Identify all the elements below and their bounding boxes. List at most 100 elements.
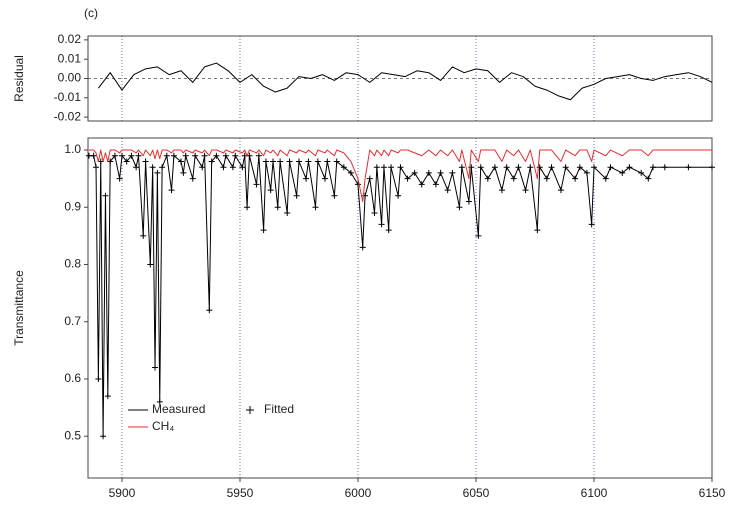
fitted-marker <box>277 158 284 165</box>
fitted-marker <box>206 307 213 314</box>
x-tick-label: 5950 <box>227 486 254 500</box>
fitted-marker <box>100 433 107 440</box>
fitted-marker <box>140 232 147 239</box>
fitted-marker <box>262 158 269 165</box>
fitted-marker <box>562 164 569 171</box>
fitted-marker <box>515 164 522 171</box>
fitted-marker <box>303 175 310 182</box>
y-tick-label: 0.6 <box>64 371 81 385</box>
fitted-marker <box>267 187 274 194</box>
fitted-marker <box>527 164 534 171</box>
fitted-marker <box>333 158 340 165</box>
x-tick-label: 6150 <box>699 486 726 500</box>
x-tick-label: 6000 <box>345 486 372 500</box>
fitted-marker <box>373 164 380 171</box>
fitted-marker <box>534 227 541 234</box>
fitted-marker <box>95 375 102 382</box>
legend-marker <box>246 406 254 414</box>
fitted-marker <box>491 164 498 171</box>
fitted-marker <box>182 152 189 159</box>
fitted-marker <box>116 175 123 182</box>
fitted-marker <box>590 164 597 171</box>
fitted-marker <box>638 169 645 176</box>
fitted-marker <box>385 227 392 234</box>
y-tick-label: -0.02 <box>54 109 82 123</box>
fitted-marker <box>295 158 302 165</box>
fitted-marker <box>156 398 163 405</box>
x-tick-label: 5900 <box>109 486 136 500</box>
fitted-marker <box>458 164 465 171</box>
fitted-marker <box>583 169 590 176</box>
fitted-marker <box>645 175 652 182</box>
y-axis-label: Transmittance <box>12 270 26 346</box>
fitted-marker <box>220 164 227 171</box>
fitted-marker <box>503 164 510 171</box>
fitted-marker <box>239 164 246 171</box>
fitted-marker <box>456 204 463 211</box>
fitted-marker <box>661 164 668 171</box>
fitted-marker <box>199 164 206 171</box>
fitted-marker <box>286 158 293 165</box>
fitted-marker <box>312 204 319 211</box>
panel-label: (c) <box>84 6 98 20</box>
plot-frame <box>87 137 713 479</box>
fitted-marker <box>208 158 215 165</box>
fitted-marker <box>418 181 425 188</box>
fitted-marker <box>380 164 387 171</box>
data-line <box>88 155 712 437</box>
fitted-marker <box>244 204 251 211</box>
fitted-marker <box>133 164 140 171</box>
fitted-marker <box>232 152 239 159</box>
fitted-marker <box>475 232 482 239</box>
fitted-marker <box>192 152 199 159</box>
fitted-marker <box>685 164 692 171</box>
fitted-marker <box>270 158 277 165</box>
y-tick-label: 0.5 <box>64 428 81 442</box>
fitted-marker <box>619 169 626 176</box>
legend-label: CH₄ <box>152 419 174 433</box>
fitted-marker <box>437 169 444 176</box>
fitted-marker <box>468 164 475 171</box>
fitted-marker <box>378 221 385 228</box>
fitted-marker <box>213 152 220 159</box>
fitted-marker <box>404 175 411 182</box>
fitted-marker <box>128 152 135 159</box>
fitted-marker <box>465 198 472 205</box>
y-tick-label: 0.7 <box>64 314 81 328</box>
fitted-marker <box>154 169 161 176</box>
fitted-marker <box>201 152 208 159</box>
fitted-marker <box>510 175 517 182</box>
fitted-marker <box>626 164 633 171</box>
fitted-marker <box>557 187 564 194</box>
fitted-marker <box>253 181 260 188</box>
fitted-marker <box>371 209 378 216</box>
x-tick-label: 6050 <box>463 486 490 500</box>
y-tick-label: 0.00 <box>58 71 82 85</box>
fitted-marker <box>347 169 354 176</box>
y-axis-label: Residual <box>12 55 26 102</box>
fitted-marker <box>649 164 656 171</box>
fitted-marker <box>142 158 149 165</box>
y-tick-label: -0.01 <box>54 90 82 104</box>
fitted-marker <box>444 187 451 194</box>
fitted-marker <box>321 175 328 182</box>
fitted-marker <box>477 164 484 171</box>
fitted-marker <box>163 152 170 159</box>
legend-label: Measured <box>152 402 205 416</box>
fitted-marker <box>180 169 187 176</box>
fitted-marker <box>484 175 491 182</box>
fitted-marker <box>411 169 418 176</box>
fitted-marker <box>149 164 156 171</box>
fitted-marker <box>388 164 395 171</box>
fitted-marker <box>602 175 609 182</box>
fitted-marker <box>607 164 614 171</box>
fitted-marker <box>102 192 109 199</box>
fitted-marker <box>260 227 267 234</box>
fitted-marker <box>118 152 125 159</box>
legend-label: Fitted <box>264 402 294 416</box>
fitted-marker <box>536 164 543 171</box>
fitted-marker <box>152 364 159 371</box>
fitted-marker <box>588 221 595 228</box>
fitted-marker <box>395 192 402 199</box>
